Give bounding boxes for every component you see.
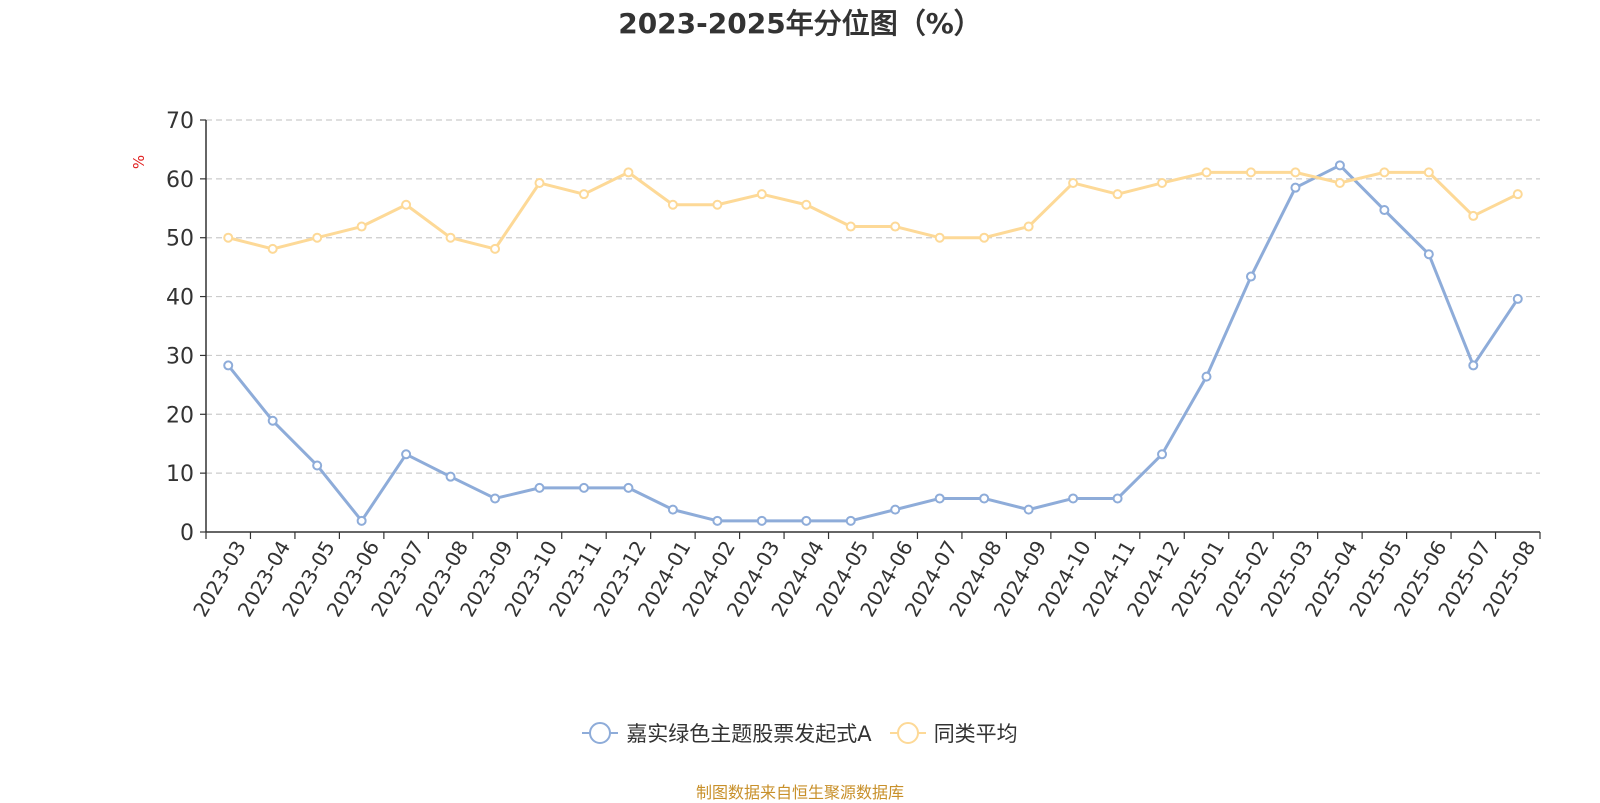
data-point [890,221,901,232]
data-point [578,189,589,200]
data-point [401,199,412,210]
data-point [667,504,678,515]
data-point [712,515,723,526]
data-point [1512,293,1523,304]
data-point [1290,182,1301,193]
data-point [1334,177,1345,188]
data-point [1423,249,1434,260]
data-point [979,232,990,243]
data-point [445,232,456,243]
data-point [534,177,545,188]
data-point [1023,221,1034,232]
data-point [267,243,278,254]
data-point [578,482,589,493]
y-tick-label: 10 [166,462,194,487]
series-line [227,163,1520,523]
data-point [223,360,234,371]
legend-marker-icon [889,722,926,744]
series-line [227,170,1519,251]
data-point [1379,205,1390,216]
data-point [756,189,767,200]
data-point [979,493,990,504]
y-tick-label: 50 [166,227,194,252]
data-point [934,493,945,504]
data-point [801,515,812,526]
data-point [1468,210,1479,221]
data-point [445,471,456,482]
data-point [801,199,812,210]
data-point [1468,360,1479,371]
data-point [1157,449,1168,460]
data-point [312,232,323,243]
data-point [1068,493,1079,504]
data-point [623,167,634,178]
data-point [712,199,723,210]
data-point [223,232,234,243]
y-axis-label: % [130,155,148,169]
data-point [490,243,501,254]
axes [200,119,1541,539]
y-tick-label: 20 [166,403,194,428]
data-point [934,232,945,243]
x-tick-labels: 2023-032023-042023-052023-062023-072023-… [188,537,1540,621]
data-point [356,221,367,232]
chart-title: 2023-2025年分位图（%） [618,7,982,40]
data-point [1423,167,1434,178]
data-point [534,482,545,493]
data-point [401,449,412,460]
legend-item-series-0[interactable]: 嘉实绿色主题股票发起式A [582,718,872,748]
data-point [667,199,678,210]
line-chart: 2023-032023-042023-052023-062023-072023-… [130,109,1541,621]
data-point [1201,371,1212,382]
data-point [312,460,323,471]
data-point [1201,167,1212,178]
data-point [267,415,278,426]
series-1 [223,167,1523,254]
data-point [1157,177,1168,188]
y-tick-label: 40 [166,286,194,311]
data-point [845,515,856,526]
y-tick-label: 0 [180,521,194,546]
data-point [1512,189,1523,200]
data-point [845,221,856,232]
data-point [890,504,901,515]
data-point [1023,504,1034,515]
y-tick-label: 30 [166,344,194,369]
legend-label: 同类平均 [933,722,1018,746]
series-0 [223,160,1523,526]
data-point [756,515,767,526]
data-point [623,482,634,493]
data-point [1068,177,1079,188]
legend: 嘉实绿色主题股票发起式A 同类平均 [0,718,1600,748]
data-point [356,515,367,526]
gridlines [206,119,1540,474]
y-tick-label: 70 [166,109,194,134]
legend-label: 嘉实绿色主题股票发起式A [626,722,872,746]
legend-marker-icon [582,722,619,744]
data-point [1379,167,1390,178]
data-point [1334,160,1345,171]
y-tick-labels: 0 10 20 30 40 50 60 70 [166,109,194,546]
data-point [1112,493,1123,504]
data-point [490,493,501,504]
y-tick-label: 60 [166,168,194,193]
data-point [1245,167,1256,178]
data-point [1112,189,1123,200]
data-point [1245,271,1256,282]
data-point [1290,167,1301,178]
series-lines [223,160,1523,526]
legend-item-series-1[interactable]: 同类平均 [889,718,1018,748]
data-source-note: 制图数据来自恒生聚源数据库 [695,783,904,802]
